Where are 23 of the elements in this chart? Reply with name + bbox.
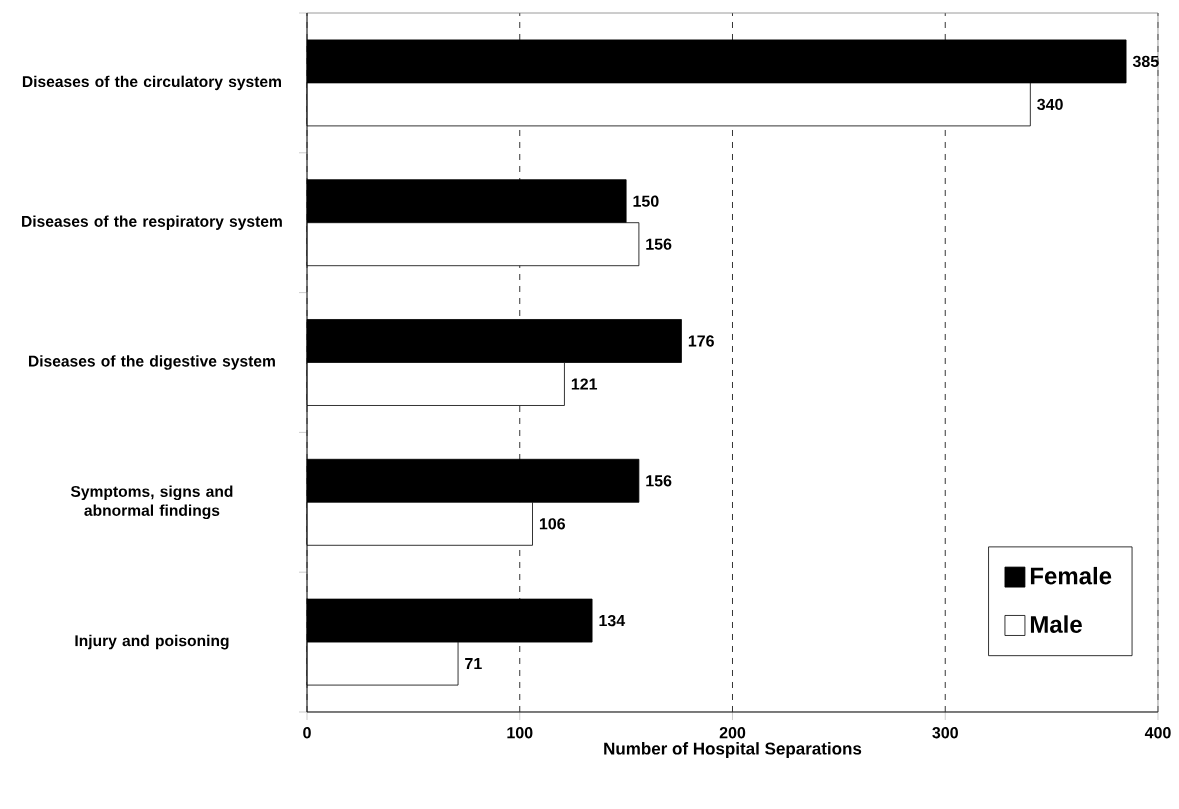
- x-axis-title: Number of Hospital Separations: [604, 742, 862, 758]
- y-tick-label: Diseases of the digestive system: [28, 355, 275, 370]
- x-tick-label: 100: [507, 727, 533, 739]
- data-label: 340: [1037, 98, 1063, 111]
- data-label: 385: [1132, 55, 1159, 68]
- legend-label: Female: [1030, 566, 1112, 585]
- data-label: 121: [571, 378, 598, 390]
- data-label: 176: [688, 335, 714, 347]
- y-tick-label: Symptoms, signs and abnormal findings: [70, 485, 233, 520]
- data-label: 134: [599, 614, 626, 627]
- x-tick-label: 300: [932, 727, 958, 739]
- data-label: 150: [633, 195, 659, 207]
- data-label: 106: [539, 518, 566, 530]
- y-tick-label: Diseases of the respiratory system: [22, 215, 282, 230]
- data-label: 71: [465, 658, 482, 670]
- legend-label: Male: [1030, 615, 1082, 633]
- data-label: 156: [646, 238, 672, 250]
- y-tick-label: Injury and poisoning: [75, 634, 229, 650]
- y-tick-label: Diseases of the circulatory system: [22, 75, 281, 91]
- x-tick-label: 0: [303, 727, 311, 739]
- x-tick-label: 400: [1144, 727, 1171, 739]
- x-tick-label: 200: [719, 727, 746, 739]
- data-label: 156: [646, 475, 672, 487]
